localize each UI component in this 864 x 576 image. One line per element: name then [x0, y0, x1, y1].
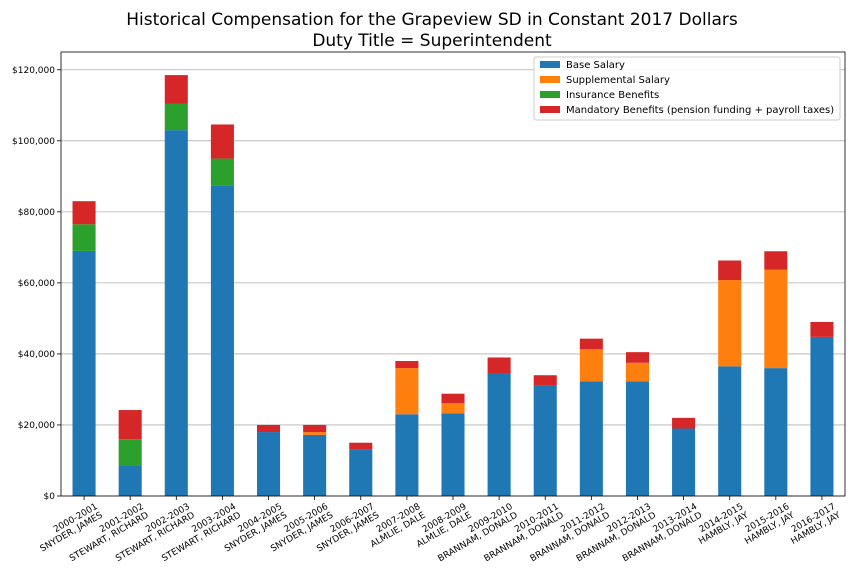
bar-segment-supplemental	[764, 269, 788, 369]
bar-segment-mandatory	[441, 393, 465, 404]
bar-segment-mandatory	[210, 124, 234, 159]
bar-segment-mandatory	[625, 352, 649, 363]
bar-segment-supplemental	[718, 280, 742, 367]
bar-segment-supplemental	[303, 432, 327, 435]
bar-segment-mandatory	[257, 424, 281, 433]
bar-segment-mandatory	[764, 251, 788, 270]
bar-segment-mandatory	[718, 260, 742, 281]
y-tick-labels: $0 $20,000 $40,000 $60,000 $80,000 $100,000 $1…	[12, 66, 55, 502]
x-tick-label: 2016-2017HAMBLY, JAY	[784, 502, 842, 547]
y-tick-label: $120,000	[12, 66, 55, 76]
bar-segment-insurance	[118, 439, 142, 466]
y-tick-label: $40,000	[18, 350, 55, 360]
legend-swatch	[540, 76, 560, 83]
legend-label: Mandatory Benefits (pension funding + pa…	[566, 105, 834, 116]
bar-segment-base	[210, 185, 234, 496]
bar-segment-base	[764, 368, 788, 496]
bars	[72, 75, 834, 497]
bar-segment-mandatory	[118, 410, 142, 440]
bar-segment-base	[718, 366, 742, 496]
bar-segment-insurance	[72, 224, 96, 251]
bar-segment-base	[303, 434, 327, 496]
bar-segment-supplemental	[625, 362, 649, 382]
bar-segment-mandatory	[579, 338, 603, 350]
bar-segment-base	[533, 385, 557, 496]
bar-segment-base	[118, 465, 142, 496]
bar-segment-base	[579, 381, 603, 496]
bar-segment-mandatory	[810, 321, 834, 337]
legend-label: Insurance Benefits	[566, 90, 659, 101]
bar-segment-mandatory	[303, 424, 327, 433]
chart-title: Historical Compensation for the Grapevie…	[126, 10, 738, 30]
bar-segment-base	[349, 449, 373, 496]
legend-box	[533, 56, 841, 121]
legend-swatch	[540, 91, 560, 98]
bar-segment-insurance	[210, 158, 234, 186]
legend-label: Supplemental Salary	[566, 75, 670, 86]
y-tick-label: $100,000	[12, 137, 55, 147]
bar-segment-base	[672, 428, 696, 496]
y-tick-label: $20,000	[18, 421, 55, 431]
bar-segment-base	[164, 130, 188, 497]
bar-segment-mandatory	[487, 357, 511, 374]
bar-segment-mandatory	[349, 442, 373, 450]
legend-swatch	[540, 106, 560, 113]
bar-segment-mandatory	[72, 201, 96, 225]
legend-swatch	[540, 61, 560, 68]
bar-segment-base	[72, 250, 96, 496]
bar-segment-supplemental	[579, 349, 603, 382]
y-tick-label: $80,000	[18, 208, 55, 218]
axes	[57, 51, 846, 500]
bar-segment-insurance	[164, 103, 188, 131]
bar-segment-base	[487, 373, 511, 496]
legend: Base Salary Supplemental Salary Insurance …	[533, 56, 841, 121]
bar-segment-base	[257, 432, 281, 496]
bar-segment-base	[625, 381, 649, 496]
bar-segment-base	[810, 336, 834, 496]
legend-label: Base Salary	[566, 60, 625, 71]
bar-segment-mandatory	[533, 375, 557, 386]
bar-segment-mandatory	[672, 417, 696, 429]
chart-subtitle: Duty Title = Superintendent	[312, 31, 552, 51]
bar-segment-mandatory	[164, 75, 188, 104]
bar-segment-mandatory	[395, 361, 419, 369]
bar-segment-supplemental	[395, 368, 419, 415]
x-tick-label: 2015-2016HAMBLY, JAY	[738, 502, 796, 547]
bar-segment-base	[395, 414, 419, 496]
bar-segment-supplemental	[441, 403, 465, 414]
x-tick-labels: 2000-2001SNYDER, JAMES2001-2002STEWART, …	[39, 502, 843, 565]
y-tick-label: $60,000	[18, 279, 55, 289]
bar-segment-base	[441, 413, 465, 496]
x-tick-label: 2014-2015HAMBLY, JAY	[692, 502, 750, 547]
y-tick-label: $0	[44, 492, 56, 502]
